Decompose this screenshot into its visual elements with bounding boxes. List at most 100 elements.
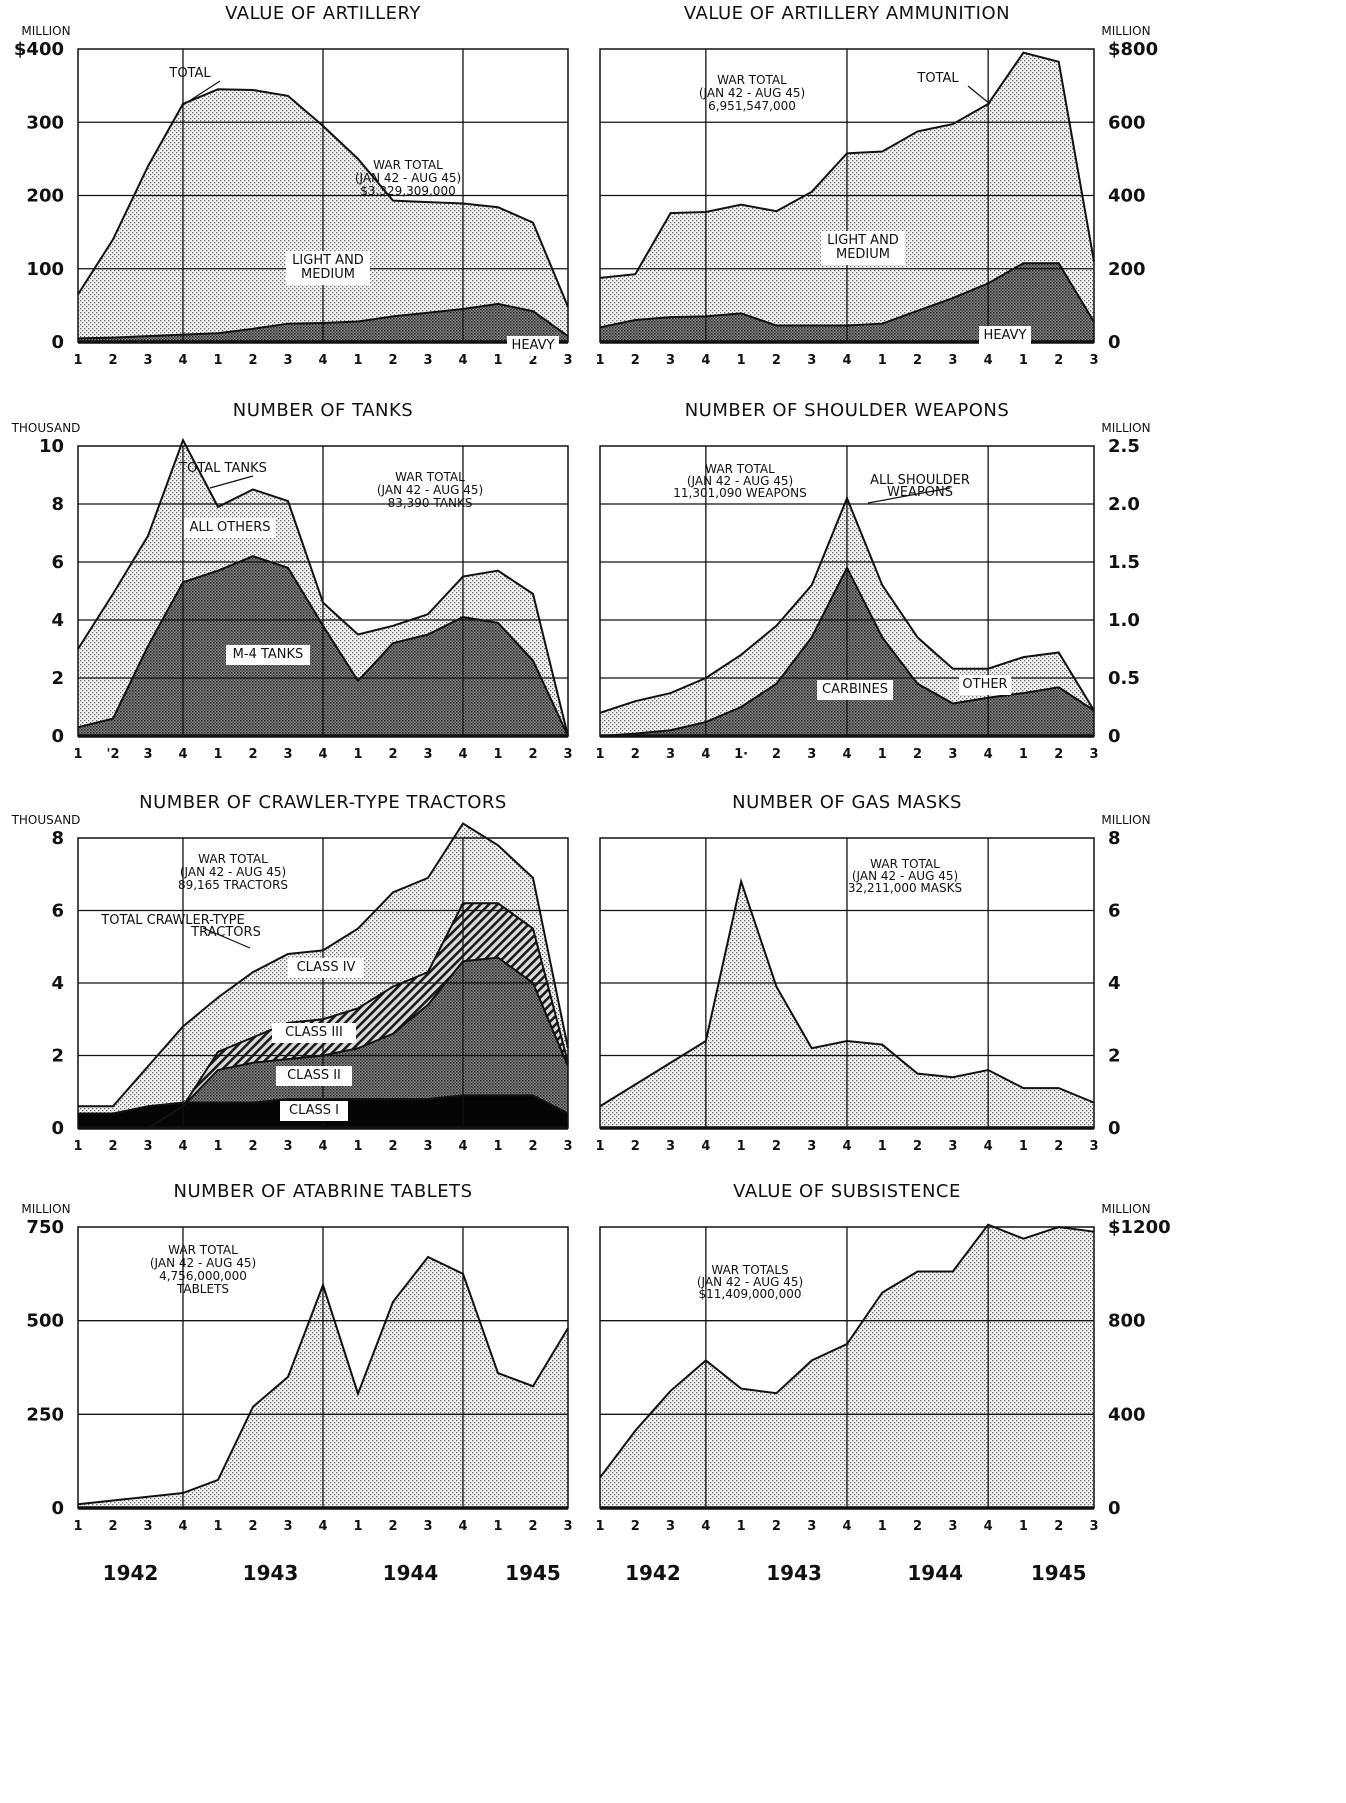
data-point bbox=[322, 949, 324, 951]
data-point bbox=[987, 1069, 989, 1071]
data-point bbox=[669, 692, 672, 694]
x-tick-label: 3 bbox=[283, 747, 292, 762]
war-total-line: WAR TOTALS bbox=[711, 1263, 788, 1277]
x-tick-label: 4 bbox=[458, 747, 467, 762]
y-tick-label: 750 bbox=[26, 1217, 64, 1238]
pointer-arrow bbox=[209, 475, 254, 489]
data-point bbox=[775, 210, 778, 212]
x-tick-label: 4 bbox=[842, 747, 851, 762]
war-total-line: WAR TOTAL bbox=[168, 1243, 238, 1257]
data-point bbox=[532, 310, 534, 312]
data-point bbox=[322, 1284, 324, 1286]
pointer-label: TOTAL CRAWLER-TYPE bbox=[100, 913, 244, 928]
x-tick-label: 2 bbox=[528, 1139, 537, 1154]
x-tick-label: 3 bbox=[666, 1519, 675, 1534]
data-point bbox=[1058, 651, 1060, 654]
data-point bbox=[634, 273, 636, 275]
data-point bbox=[147, 1105, 149, 1107]
x-tick-label: 4 bbox=[701, 353, 710, 368]
region-label-box bbox=[184, 518, 276, 538]
data-point bbox=[811, 1047, 813, 1049]
pointer-label: TOTAL TANKS bbox=[178, 461, 267, 476]
x-tick-label: 2 bbox=[388, 1519, 397, 1534]
data-point bbox=[987, 668, 989, 670]
data-point bbox=[147, 165, 149, 167]
x-tick-label: 4 bbox=[984, 353, 993, 368]
x-tick-label: 2 bbox=[108, 353, 117, 368]
x-tick-label: 3 bbox=[283, 1139, 292, 1154]
x-tick-label: 1 bbox=[595, 353, 604, 368]
x-tick-label: 3 bbox=[143, 1519, 152, 1534]
x-tick-label: 2 bbox=[248, 747, 257, 762]
x-tick-label: 4 bbox=[458, 353, 467, 368]
region-label: CARBINES bbox=[822, 682, 888, 697]
war-total-line: (JAN 42 - AUG 45) bbox=[852, 869, 958, 883]
data-point bbox=[392, 1033, 394, 1035]
x-tick-label: 1 bbox=[737, 1139, 746, 1154]
y-tick-label: 0 bbox=[1108, 332, 1121, 353]
war-total-line: WAR TOTAL bbox=[395, 470, 465, 484]
x-tick-label: 4 bbox=[458, 1519, 467, 1534]
data-point bbox=[1022, 262, 1025, 264]
region-label-box bbox=[507, 336, 559, 356]
data-point bbox=[217, 506, 219, 508]
data-point bbox=[497, 902, 499, 904]
data-point bbox=[740, 880, 742, 883]
data-point bbox=[112, 593, 114, 595]
x-tick-label: 2 bbox=[248, 1139, 257, 1154]
x-tick-label: 3 bbox=[423, 1139, 432, 1154]
x-tick-label: 1 bbox=[213, 1519, 222, 1534]
data-point bbox=[846, 1040, 848, 1042]
x-tick-label: 2 bbox=[772, 1139, 781, 1154]
x-tick-label: 3 bbox=[563, 1519, 572, 1534]
region-label: M-4 TANKS bbox=[233, 647, 304, 662]
chart-title: VALUE OF ARTILLERY bbox=[225, 3, 421, 24]
y-tick-label: 800 bbox=[1108, 1311, 1146, 1332]
x-tick-label: 2 bbox=[1054, 747, 1063, 762]
pointer-arrow bbox=[867, 487, 951, 504]
x-tick-label: 1 bbox=[73, 353, 82, 368]
data-point bbox=[987, 1224, 989, 1226]
data-point bbox=[392, 891, 394, 893]
data-point bbox=[287, 323, 289, 325]
y-tick-label: 100 bbox=[26, 259, 64, 280]
y-tick-label: 2.0 bbox=[1108, 494, 1140, 515]
x-tick-label: 4 bbox=[318, 1519, 327, 1534]
data-point bbox=[634, 733, 636, 735]
x-tick-label: 2 bbox=[772, 353, 781, 368]
data-point bbox=[147, 645, 149, 647]
data-point bbox=[322, 1054, 324, 1057]
x-tick-label: 2 bbox=[772, 1519, 781, 1534]
x-tick-label: 1 bbox=[353, 1139, 362, 1154]
data-point bbox=[881, 1291, 883, 1294]
data-point bbox=[287, 95, 289, 97]
gridlines bbox=[600, 838, 1094, 1128]
x-tick-label: 1 bbox=[353, 747, 362, 762]
y-tick-label: 0 bbox=[1108, 1118, 1121, 1139]
pointer-label: TOTAL bbox=[168, 66, 211, 81]
data-point bbox=[357, 1007, 359, 1009]
y-tick-label: 2 bbox=[51, 668, 64, 689]
y-tick-label: $800 bbox=[1108, 39, 1158, 60]
x-tick-label: 4 bbox=[318, 353, 327, 368]
data-point bbox=[1058, 61, 1060, 63]
x-tick-label: 1 bbox=[878, 353, 887, 368]
data-point bbox=[392, 315, 394, 317]
data-point bbox=[217, 996, 219, 999]
pointer-label: ALL SHOULDER bbox=[870, 473, 970, 488]
data-point bbox=[147, 1065, 149, 1067]
war-total-line: (JAN 42 - AUG 45) bbox=[180, 865, 286, 879]
region-label: MEDIUM bbox=[301, 267, 355, 282]
y-tick-label: 0 bbox=[51, 1118, 64, 1139]
data-point bbox=[182, 1025, 184, 1028]
region-label: HEAVY bbox=[512, 338, 555, 353]
x-tick-label: 4 bbox=[984, 1139, 993, 1154]
data-point bbox=[322, 322, 324, 324]
data-point bbox=[252, 89, 254, 91]
region-label: CLASS III bbox=[285, 1025, 343, 1040]
y-tick-label: 200 bbox=[26, 186, 64, 207]
x-tick-label: 4 bbox=[178, 747, 187, 762]
year-label: 1945 bbox=[1031, 1561, 1087, 1585]
x-tick-label: 3 bbox=[948, 353, 957, 368]
chart-panel-7: VALUE OF SUBSISTENCE MILLION 0 400 800 $1200 1… bbox=[595, 1181, 1170, 1534]
